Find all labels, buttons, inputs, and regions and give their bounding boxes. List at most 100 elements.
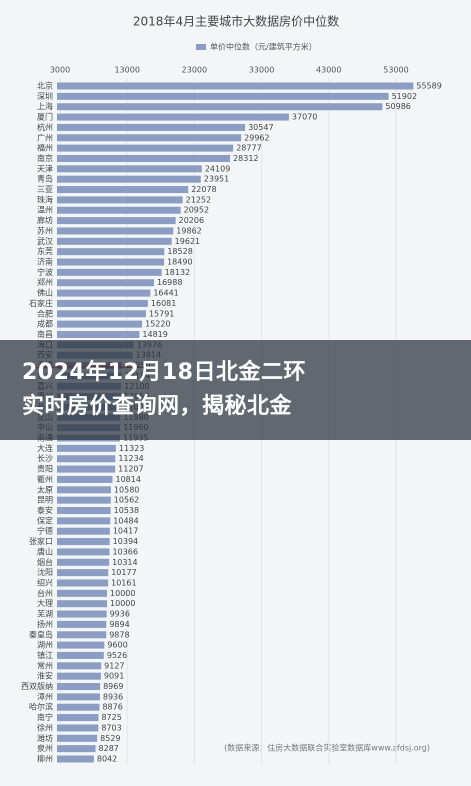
value-label: 9127 [104,661,124,670]
value-label: 23951 [204,175,229,184]
value-label: 19862 [176,226,201,235]
y-tick-label: 温州 [37,206,53,215]
x-tick-label: 43000 [316,66,341,75]
y-tick-label: 石家庄 [29,298,53,308]
y-tick-label: 廊坊 [37,215,53,225]
value-label: 10314 [112,558,137,567]
value-label: 8725 [101,713,121,722]
chart-title: 2018年4月主要城市大数据房价中位数 [133,14,339,29]
y-tick-label: 福州 [37,144,53,153]
bar [57,600,108,608]
y-tick-label: 珠海 [37,194,53,204]
bar [57,165,202,173]
y-tick-label: 保定 [37,515,53,525]
bar [57,237,172,245]
y-tick-label: 太原 [37,484,53,494]
y-tick-label: 台州 [37,588,53,598]
y-tick-label: 常州 [37,661,53,670]
bar [57,548,110,556]
bar [57,248,165,256]
value-label: 10814 [116,475,141,484]
bar [57,527,110,535]
y-tick-label: 广州 [37,132,53,142]
bar [57,517,111,525]
source-note: (数据来源：住房大数据联合实验室数据库www.zfdsj.org) [224,743,430,753]
bar [57,186,189,194]
bar [57,569,109,577]
bar [57,486,111,494]
value-label: 8042 [97,755,117,764]
value-label: 9600 [107,641,127,650]
y-tick-label: 杭州 [37,122,53,132]
value-label: 10580 [114,485,139,494]
bar [57,475,113,483]
bar [57,134,242,142]
y-tick-label: 宁波 [37,267,53,277]
y-tick-label: 徐州 [37,722,53,732]
x-tick-label: 23000 [182,66,207,75]
y-tick-label: 镇江 [37,650,53,660]
value-label: 29962 [244,133,269,142]
value-label: 28312 [233,154,258,163]
y-tick-label: 绍兴 [37,577,53,587]
bar [57,123,246,131]
y-tick-label: 厦门 [37,112,53,122]
value-label: 10562 [114,496,139,505]
bar [57,714,99,722]
value-label: 37070 [292,113,317,122]
value-label: 11207 [118,465,143,474]
bar [57,455,116,463]
y-tick-label: 南宁 [37,712,53,722]
y-tick-label: 昆明 [37,496,53,505]
y-tick-label: 佛山 [37,288,53,298]
y-tick-label: 泉州 [37,743,53,753]
value-label: 9526 [107,651,127,660]
bar [57,258,165,266]
y-tick-label: 潍坊 [37,733,53,743]
bar [57,507,111,515]
value-label: 22078 [191,185,216,194]
banner-line: 2024年12月18日北金二环 [22,360,306,385]
value-label: 14819 [142,330,167,339]
bar [57,579,109,587]
y-tick-label: 芜湖 [37,609,53,619]
value-label: 9936 [110,610,130,619]
bar [57,631,107,639]
bar [57,703,100,711]
value-label: 51902 [392,92,417,101]
value-label: 10484 [113,516,138,525]
y-tick-label: 湖州 [37,641,53,650]
bar [57,620,107,628]
y-tick-label: 长沙 [37,453,53,463]
value-label: 9894 [109,620,129,629]
bar [57,320,143,328]
bar [57,279,154,287]
value-label: 21252 [186,195,211,204]
bar [57,651,104,659]
value-label: 10000 [110,599,135,608]
value-label: 8287 [99,744,119,753]
value-label: 10161 [111,578,136,587]
y-tick-label: 天津 [37,163,53,173]
y-tick-label: 哈尔滨 [29,702,53,712]
y-tick-label: 成都 [37,319,53,329]
y-tick-label: 唐山 [37,546,53,556]
y-tick-label: 沈阳 [37,567,53,577]
bar [57,310,146,318]
y-tick-label: 大连 [37,443,53,453]
value-label: 8969 [103,682,123,691]
bar [57,227,174,235]
bar [57,734,98,742]
y-tick-label: 衢州 [37,474,53,484]
x-tick-label: 3000 [50,66,70,75]
bar [57,724,99,732]
value-label: 18528 [167,247,192,256]
bar [57,330,140,338]
value-label: 15791 [149,309,174,318]
y-tick-label: 烟台 [37,557,53,567]
bar [57,641,105,649]
bar [57,92,389,100]
bar [57,217,176,225]
value-label: 16988 [157,278,182,287]
